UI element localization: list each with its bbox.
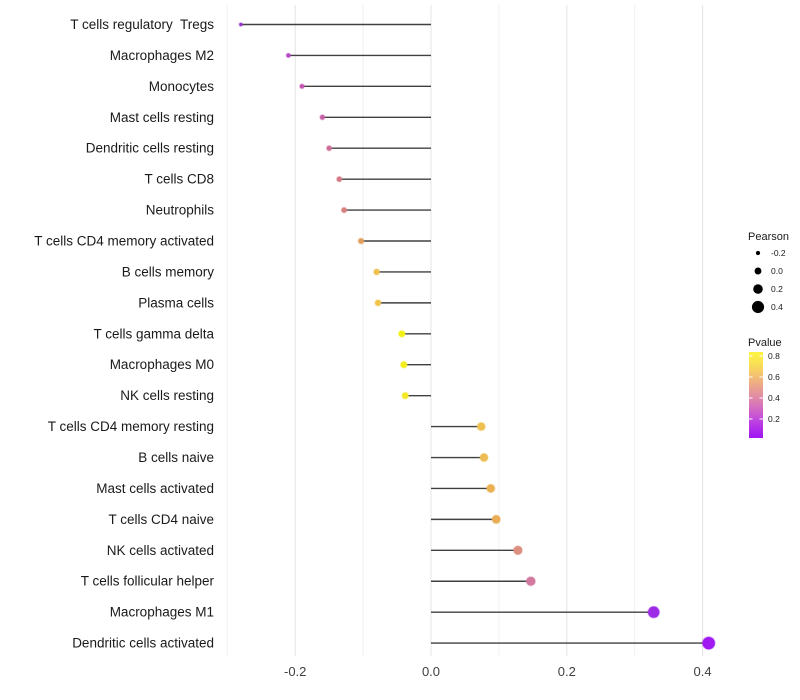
legend-pearson: Pearson -0.2 0.0 0.2 0.4: [748, 231, 789, 314]
lollipop-dot: [238, 22, 244, 27]
y-axis-label: T cells CD4 naive: [108, 512, 214, 527]
y-axis-labels: T cells regulatory Tregs Macrophages M2 Mo…: [34, 17, 214, 651]
y-axis-label: Plasma cells: [138, 295, 214, 310]
y-axis-label: T cells follicular helper: [81, 574, 215, 589]
y-axis-label: NK cells resting: [120, 388, 214, 403]
lollipop-dot: [372, 268, 381, 276]
lollipop-dot: [476, 421, 486, 432]
y-axis-label: Monocytes: [149, 79, 215, 94]
lollipop-dot: [319, 114, 326, 121]
colorbar-tick-label: 0.8: [768, 351, 780, 361]
colorbar-tick-label: 0.2: [768, 414, 780, 424]
pvalue-legend-title: Pvalue: [748, 337, 782, 349]
lollipop-dot: [401, 391, 410, 400]
pvalue-colorbar-ticks: [749, 355, 763, 420]
pearson-legend-label: 0.2: [771, 284, 783, 294]
y-axis-label: Dendritic cells resting: [86, 141, 214, 156]
lollipops: [238, 22, 716, 651]
y-axis-label: T cells regulatory Tregs: [70, 17, 214, 32]
y-axis-label: B cells naive: [138, 450, 214, 465]
x-axis-labels: -0.2 0.0 0.2 0.4: [284, 664, 712, 679]
lollipop-dot: [397, 329, 406, 338]
lollipop-dot: [399, 360, 408, 369]
pearson-legend-dot: [755, 250, 761, 256]
x-axis-tick-label: -0.2: [284, 664, 306, 679]
pearson-legend-label: 0.0: [771, 266, 783, 276]
x-axis-tick-label: 0.0: [422, 664, 440, 679]
y-axis-label: Macrophages M2: [110, 48, 214, 63]
y-axis-label: B cells memory: [122, 264, 215, 279]
pearson-legend-dot: [753, 284, 763, 294]
y-axis-label: Neutrophils: [146, 203, 215, 218]
lollipop-dot: [512, 545, 524, 556]
x-axis-tick-label: 0.4: [694, 664, 712, 679]
pvalue-colorbar: [749, 352, 763, 438]
lollipop-dot: [701, 636, 716, 651]
lollipop-dot: [357, 237, 365, 245]
colorbar-tick-label: 0.6: [768, 372, 780, 382]
y-axis-label: Dendritic cells activated: [72, 636, 214, 651]
lollipop-dot: [647, 605, 661, 619]
lollipop-dot: [374, 299, 382, 307]
y-axis-label: T cells CD4 memory resting: [48, 419, 214, 434]
gridlines: [226, 5, 704, 656]
y-axis-label: T cells CD4 memory activated: [34, 234, 214, 249]
pearson-legend-title: Pearson: [748, 231, 789, 243]
y-axis-label: Mast cells resting: [110, 110, 214, 125]
lollipop-dot: [325, 144, 333, 152]
lollipop-dot: [525, 576, 537, 587]
y-axis-label: Macrophages M1: [110, 605, 214, 620]
lollipop-dot: [335, 175, 343, 183]
pearson-legend-label: -0.2: [771, 248, 786, 258]
pvalue-colorbar-labels: 0.8 0.6 0.4 0.2: [768, 351, 780, 424]
colorbar-tick-label: 0.4: [768, 393, 780, 403]
x-axis-tick-label: 0.2: [558, 664, 576, 679]
y-axis-label: T cells gamma delta: [93, 326, 214, 341]
lollipop-dot: [491, 514, 502, 525]
pearson-legend-dot: [754, 267, 762, 275]
pearson-legend-label: 0.4: [771, 302, 783, 312]
lollipop-dot: [479, 452, 489, 463]
y-axis-label: T cells CD8: [144, 172, 214, 187]
lollipop-dot: [485, 483, 496, 494]
y-axis-label: Mast cells activated: [96, 481, 214, 496]
pearson-legend-dot: [751, 300, 765, 314]
y-axis-label: NK cells activated: [107, 543, 214, 558]
pearson-legend-entries: -0.2 0.0 0.2 0.4: [751, 248, 786, 314]
y-axis-label: Macrophages M0: [110, 357, 214, 372]
legend-pvalue: Pvalue 0.8 0.6 0.4 0.2: [748, 337, 782, 438]
lollipop-dot: [340, 206, 348, 214]
lollipop-dot: [298, 83, 305, 90]
lollipop-dot: [285, 52, 292, 59]
